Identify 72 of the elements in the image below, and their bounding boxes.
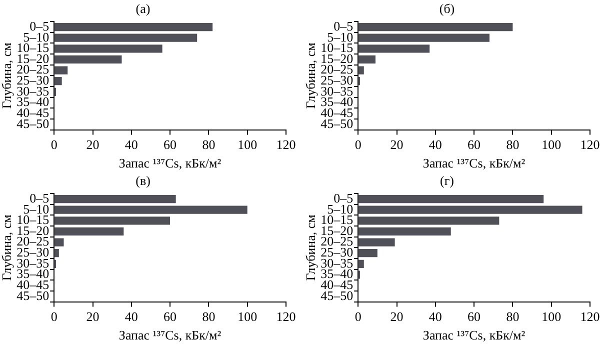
chart-title: (г) — [440, 173, 454, 188]
bar — [358, 227, 451, 236]
chart-title: (а) — [136, 1, 150, 16]
x-tick-label: 120 — [580, 309, 600, 324]
bar — [358, 55, 376, 64]
x-tick-label: 20 — [390, 137, 404, 152]
bar — [358, 44, 430, 53]
x-tick-label: 80 — [506, 137, 520, 152]
x-axis-title: Запас ¹³⁷Cs, кБк/м² — [118, 328, 222, 343]
bar — [358, 260, 364, 268]
bar — [54, 238, 64, 246]
bar — [358, 194, 544, 204]
y-tick-label: 0–5 — [30, 18, 50, 34]
y-tick-label: 25–30 — [320, 244, 354, 260]
x-tick-label: 60 — [468, 137, 481, 152]
chart-title: (в) — [136, 173, 150, 188]
x-tick-label: 100 — [238, 309, 258, 324]
bar — [358, 34, 490, 42]
bar — [54, 216, 170, 225]
y-axis-title: Глубина, см — [303, 214, 318, 281]
x-axis-title: Запас ¹³⁷Cs, кБк/м² — [118, 156, 222, 171]
x-tick-label: 40 — [428, 137, 442, 152]
bar — [54, 66, 68, 74]
bar — [54, 249, 59, 258]
x-tick-label: 20 — [86, 309, 100, 324]
x-tick-label: 40 — [124, 309, 138, 324]
chart-title: (б) — [439, 1, 455, 16]
y-axis-title: Глубина, см — [303, 42, 318, 109]
x-tick-label: 80 — [202, 137, 216, 152]
bar — [54, 55, 122, 64]
y-tick-label: 25–30 — [16, 244, 50, 260]
bar — [54, 77, 62, 86]
x-tick-label: 80 — [506, 309, 520, 324]
y-axis-title: Глубина, см — [0, 214, 14, 281]
x-tick-label: 80 — [202, 309, 216, 324]
bar — [54, 44, 162, 53]
x-tick-label: 120 — [276, 309, 296, 324]
x-tick-label: 60 — [164, 137, 177, 152]
x-tick-label: 0 — [354, 309, 362, 324]
bar — [54, 227, 124, 236]
x-tick-label: 40 — [428, 309, 442, 324]
x-tick-label: 100 — [542, 309, 562, 324]
x-tick-label: 0 — [354, 137, 362, 152]
x-tick-label: 100 — [238, 137, 258, 152]
bar — [358, 249, 378, 258]
y-tick-label: 0–5 — [334, 190, 354, 206]
y-tick-label: 0–5 — [30, 190, 50, 206]
bar — [54, 22, 213, 32]
bar — [358, 238, 395, 246]
bar — [358, 216, 500, 225]
y-tick-label: 25–30 — [320, 72, 354, 88]
bar — [358, 206, 582, 214]
y-axis-title: Глубина, см — [0, 42, 14, 109]
bar — [54, 34, 198, 42]
x-axis-title: Запас ¹³⁷Cs, кБк/м² — [422, 328, 526, 343]
y-tick-label: 0–5 — [334, 18, 354, 34]
x-tick-label: 120 — [276, 137, 296, 152]
x-tick-label: 0 — [50, 137, 58, 152]
bar — [358, 22, 513, 32]
x-tick-label: 20 — [86, 137, 100, 152]
x-tick-label: 60 — [468, 309, 481, 324]
x-tick-label: 120 — [580, 137, 600, 152]
x-axis-title: Запас ¹³⁷Cs, кБк/м² — [422, 156, 526, 171]
bar — [358, 66, 364, 74]
x-tick-label: 40 — [124, 137, 138, 152]
x-tick-label: 0 — [50, 309, 58, 324]
x-tick-label: 60 — [164, 309, 177, 324]
x-tick-label: 20 — [390, 309, 404, 324]
bar — [54, 194, 176, 204]
y-tick-label: 25–30 — [16, 72, 50, 88]
bar — [54, 206, 248, 214]
x-tick-label: 100 — [542, 137, 562, 152]
